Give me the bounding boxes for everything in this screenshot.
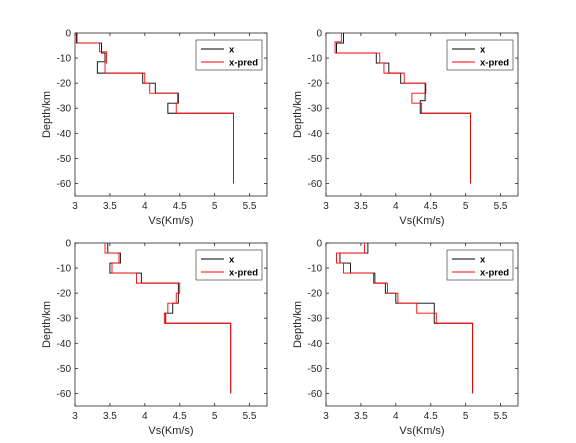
- x-tick-label: 4.5: [424, 201, 438, 212]
- y-tick-label: -40: [57, 339, 72, 350]
- x-axis-label: Vs(Km/s): [148, 425, 193, 437]
- y-tick-label: -60: [57, 179, 72, 190]
- y-tick-label: -30: [57, 104, 72, 115]
- y-tick-label: -10: [308, 54, 323, 65]
- legend-label-x: x: [480, 255, 486, 266]
- y-tick-label: 0: [65, 239, 71, 250]
- legend-label-x-pred: x-pred: [480, 58, 509, 69]
- x-tick-label: 3.5: [354, 411, 368, 422]
- x-tick-label: 3.5: [354, 201, 368, 212]
- x-tick-label: 4: [142, 411, 148, 422]
- legend: x x-pred: [446, 249, 514, 281]
- y-tick-label: -50: [308, 364, 323, 375]
- series-line-x-pred: [76, 33, 234, 184]
- x-tick-label: 5.5: [494, 411, 508, 422]
- chart-panel-3: 3 3.5 4 4.5 5 5.5 0 -10 -20 -30 -40 -50 -60 Vs(Km/s) D…: [41, 239, 268, 437]
- x-axis-label: Vs(Km/s): [399, 425, 444, 437]
- x-tick-label: 4.5: [173, 411, 187, 422]
- legend-label-x: x: [229, 45, 235, 56]
- chart-panel-2: 3 3.5 4 4.5 5 5.5 0 -10 -20 -30 -40 -50 -60 Vs(Km/s) D…: [292, 29, 519, 227]
- y-tick-label: -20: [57, 289, 72, 300]
- y-axis-label: Depth/km: [41, 91, 53, 138]
- y-tick-label: -20: [57, 79, 72, 90]
- y-tick-label: -60: [57, 389, 72, 400]
- series-line-x-pred: [334, 33, 471, 184]
- y-tick-label: -40: [57, 129, 72, 140]
- legend-box: [446, 39, 514, 71]
- y-tick-label: 0: [316, 29, 322, 40]
- x-tick-label: 5: [212, 201, 218, 212]
- legend: x x-pred: [446, 39, 514, 71]
- x-tick-label: 4.5: [424, 411, 438, 422]
- legend-label-x: x: [229, 255, 235, 266]
- x-tick-label: 3: [72, 201, 78, 212]
- legend-label-x-pred: x-pred: [229, 58, 258, 69]
- chart-panel-1: 3 3.5 4 4.5 5 5.5 0 -10 -20 -30 -40 -50 -60 Vs(Km/s) D…: [41, 29, 268, 227]
- x-tick-label: 3.5: [103, 411, 117, 422]
- x-tick-label: 5.5: [243, 411, 257, 422]
- legend-label-x-pred: x-pred: [480, 268, 509, 279]
- x-tick-label: 3: [323, 411, 329, 422]
- y-tick-label: -10: [57, 264, 72, 275]
- x-tick-label: 3: [323, 201, 329, 212]
- legend: x x-pred: [195, 39, 263, 71]
- x-tick-label: 4: [142, 201, 148, 212]
- y-tick-label: -20: [308, 289, 323, 300]
- y-tick-label: -10: [57, 54, 72, 65]
- y-tick-label: -40: [308, 129, 323, 140]
- series-line-x-pred: [336, 243, 474, 394]
- x-axis-label: Vs(Km/s): [148, 215, 193, 227]
- y-axis-label: Depth/km: [292, 91, 304, 138]
- legend-box: [195, 249, 263, 281]
- y-tick-label: 0: [316, 239, 322, 250]
- legend-box: [446, 249, 514, 281]
- chart-panel-4: 3 3.5 4 4.5 5 5.5 0 -10 -20 -30 -40 -50 -60 Vs(Km/s) D…: [292, 239, 519, 437]
- legend-box: [195, 39, 263, 71]
- x-axis-label: Vs(Km/s): [399, 215, 444, 227]
- y-tick-label: -30: [308, 104, 323, 115]
- y-tick-label: 0: [65, 29, 71, 40]
- series-line-x-pred: [104, 243, 232, 394]
- x-tick-label: 4.5: [173, 201, 187, 212]
- y-tick-label: -40: [308, 339, 323, 350]
- y-tick-label: -60: [308, 389, 323, 400]
- x-tick-label: 5: [463, 201, 469, 212]
- x-tick-label: 5: [212, 411, 218, 422]
- legend-label-x: x: [480, 45, 486, 56]
- y-tick-label: -50: [308, 154, 323, 165]
- y-tick-label: -30: [57, 314, 72, 325]
- x-tick-label: 3.5: [103, 201, 117, 212]
- y-tick-label: -10: [308, 264, 323, 275]
- y-tick-label: -60: [308, 179, 323, 190]
- x-tick-label: 4: [393, 201, 399, 212]
- y-tick-label: -30: [308, 314, 323, 325]
- x-tick-label: 5.5: [243, 201, 257, 212]
- y-tick-label: -50: [57, 364, 72, 375]
- legend-label-x-pred: x-pred: [229, 268, 258, 279]
- y-axis-label: Depth/km: [41, 301, 53, 348]
- y-tick-label: -50: [57, 154, 72, 165]
- y-tick-label: -20: [308, 79, 323, 90]
- x-tick-label: 3: [72, 411, 78, 422]
- y-axis-label: Depth/km: [292, 301, 304, 348]
- x-tick-label: 5: [463, 411, 469, 422]
- x-tick-label: 4: [393, 411, 399, 422]
- legend: x x-pred: [195, 249, 263, 281]
- x-tick-label: 5.5: [494, 201, 508, 212]
